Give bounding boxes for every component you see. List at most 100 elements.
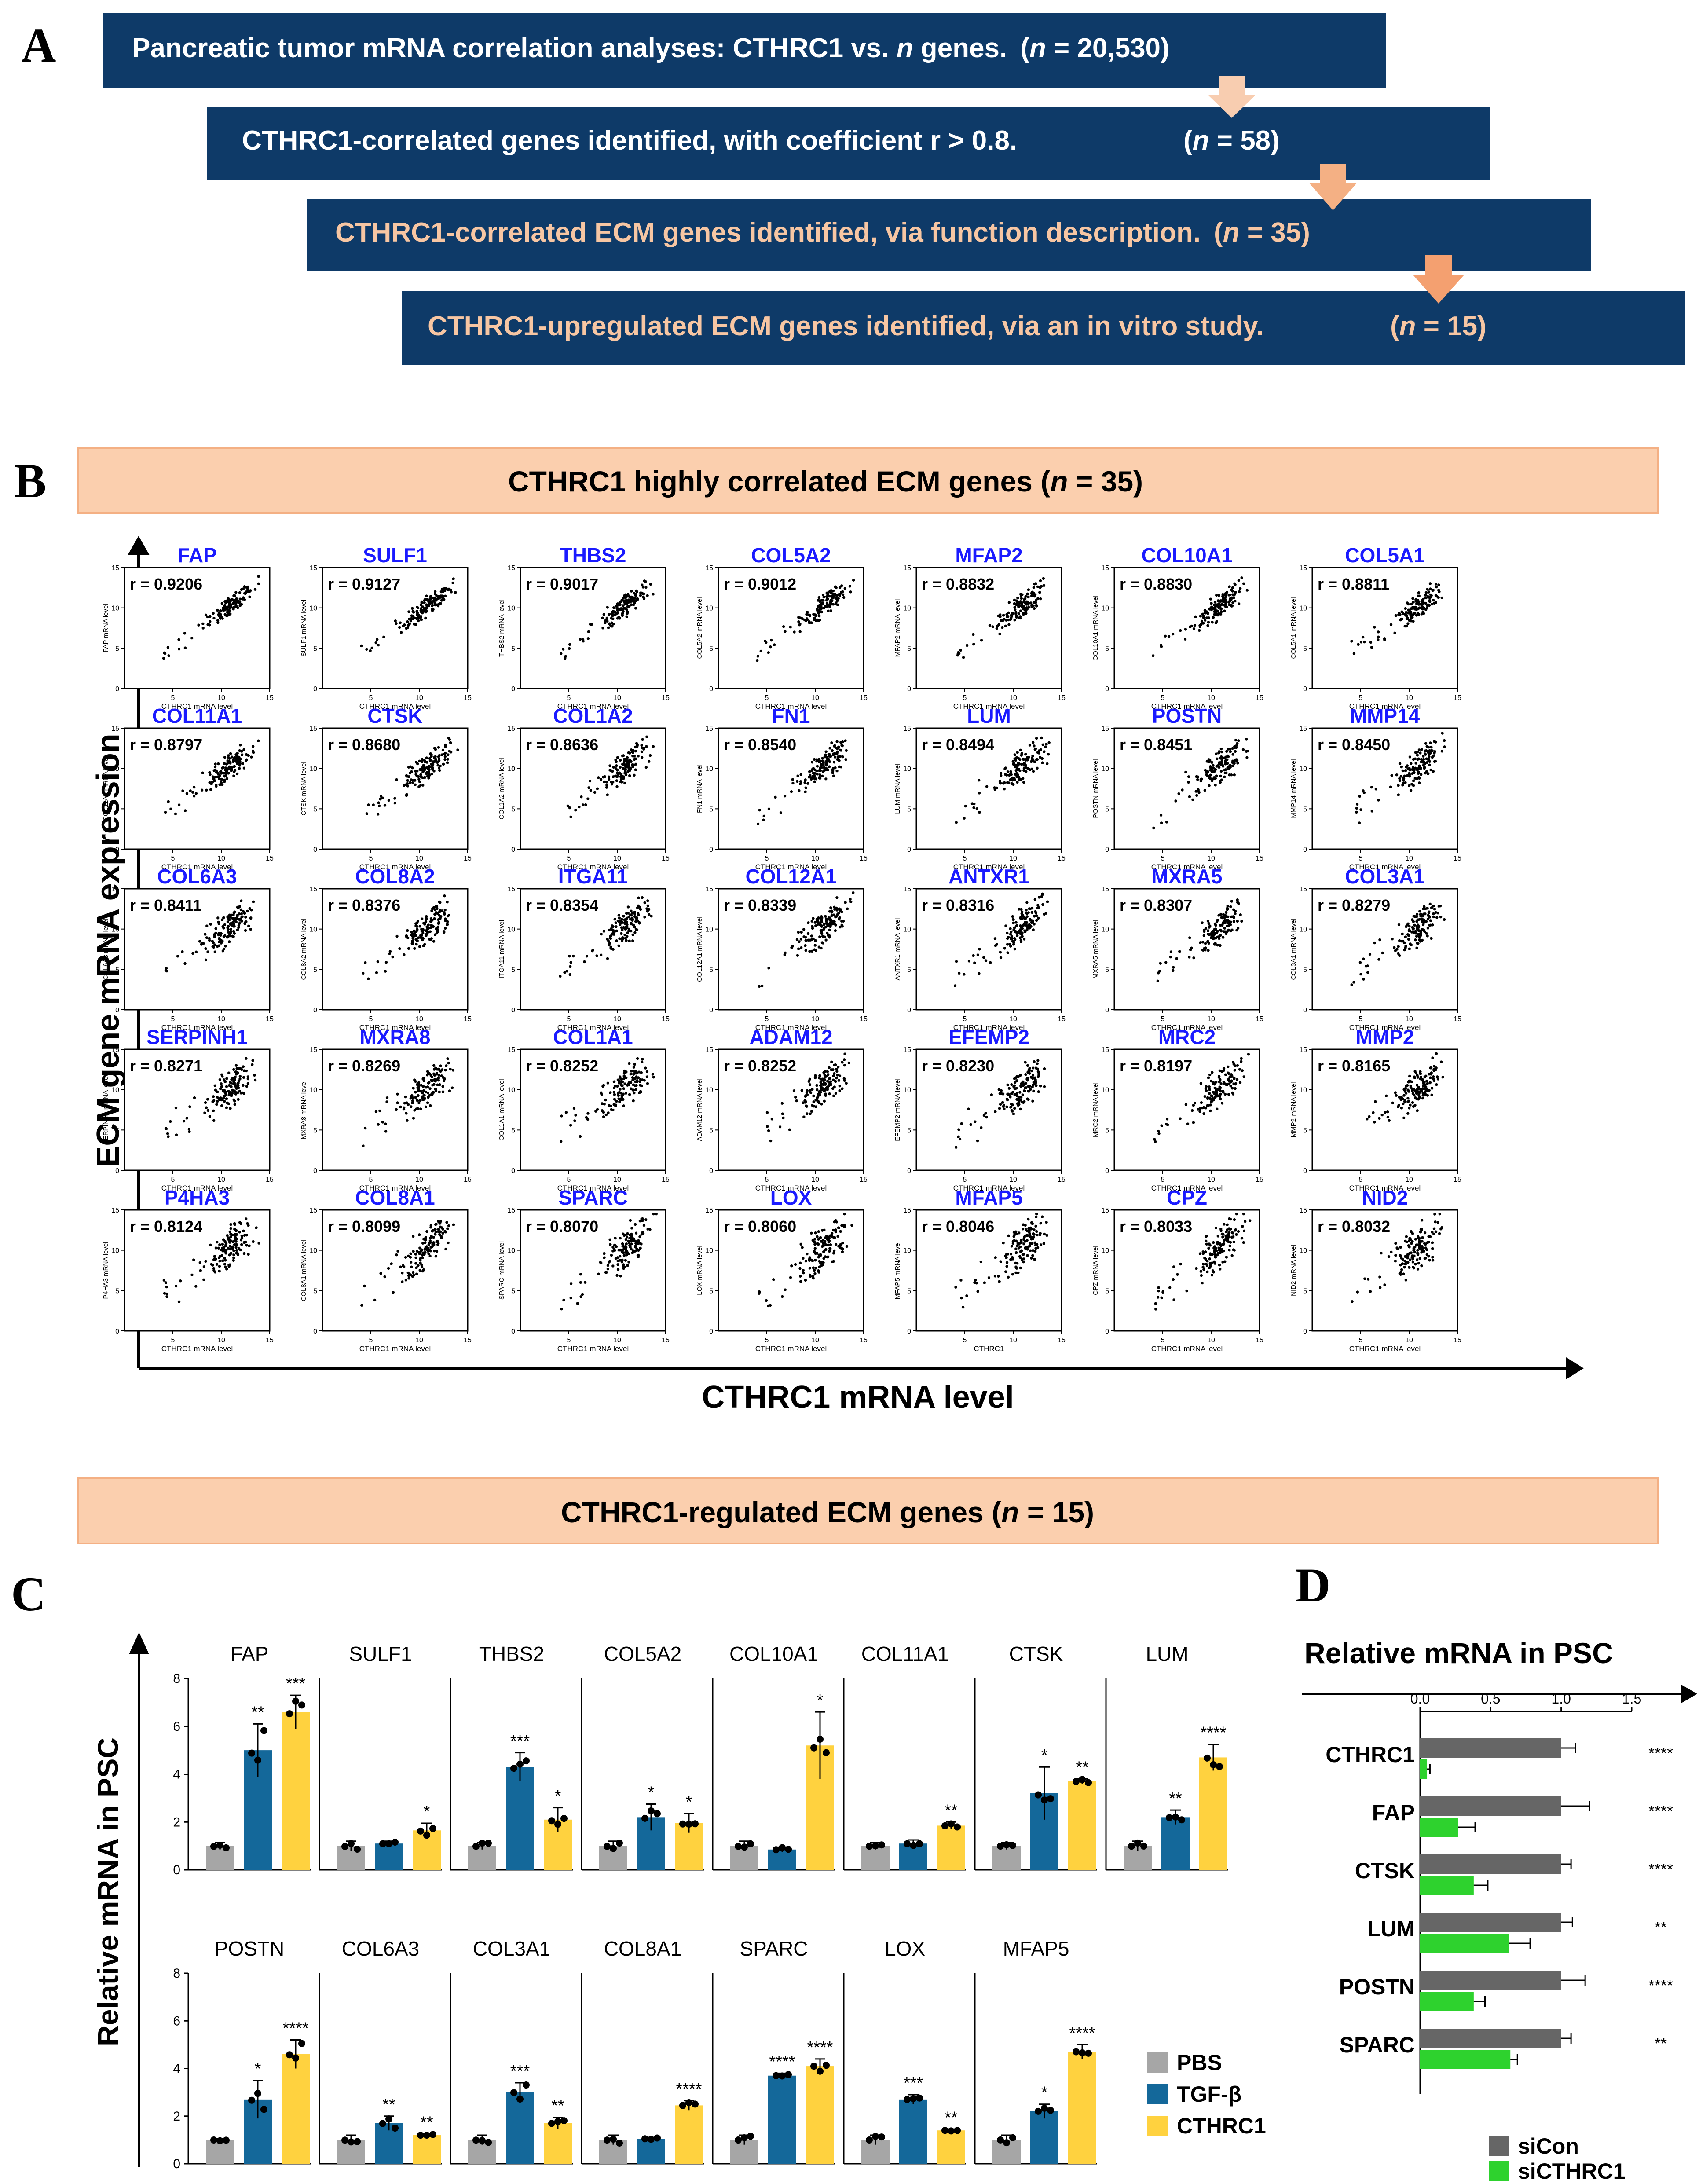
scatter-point [445, 1064, 448, 1067]
scatter-gene-title: SERPINH1 [146, 1026, 248, 1048]
scatter-point [1011, 1103, 1014, 1107]
scatter-point [649, 583, 652, 586]
scatter-point [828, 747, 831, 750]
scatter-point [631, 765, 634, 768]
scatter-point [396, 1250, 399, 1253]
scatter-point [818, 773, 821, 777]
scatter-point [406, 1119, 409, 1122]
scatter-point [822, 923, 826, 926]
scatter-point [407, 610, 410, 613]
scatter-point [826, 1070, 829, 1073]
scatter-y-tick-label: 10 [903, 926, 911, 934]
scatter-point [624, 1238, 628, 1241]
scatter-point [214, 927, 217, 930]
scatter-point [1034, 1083, 1037, 1086]
scatter-point [820, 929, 824, 932]
scatter-point [825, 595, 828, 598]
scatter-point [820, 1082, 823, 1086]
scatter-point [1391, 1101, 1395, 1105]
scatter-point [434, 1255, 438, 1258]
scatter-r-value: r = 0.8494 [922, 736, 994, 754]
scatter-point [1358, 961, 1362, 964]
scatter-point [1153, 1138, 1156, 1141]
scatter-point [230, 603, 233, 606]
scatter-point [1235, 744, 1238, 747]
scatter-point [835, 740, 839, 743]
scatter-point [1220, 750, 1223, 754]
scatter-x-tick-label: 10 [1405, 694, 1413, 702]
scatter-point [999, 956, 1003, 960]
scatter-point [433, 601, 436, 605]
scatter-point [225, 1085, 228, 1088]
scatter-point [610, 621, 613, 624]
scatter-point [1437, 583, 1440, 586]
scatter-point [1214, 1087, 1217, 1090]
scatter-gene-title: FN1 [772, 704, 810, 727]
scatter-point [1413, 1093, 1416, 1097]
scatter-point [429, 1250, 432, 1253]
scatter-point [1229, 1081, 1232, 1084]
scatter-point [569, 1124, 572, 1127]
scatter-point [831, 596, 835, 600]
scatter-x-tick-label: 5 [171, 1337, 175, 1344]
scatter-point [1037, 1090, 1040, 1093]
scatter-point [607, 626, 610, 630]
scatter-point [820, 610, 824, 614]
scatter-point [433, 917, 436, 920]
scatter-point [1417, 1087, 1421, 1091]
scatter-y-tick-label: 10 [111, 1247, 119, 1255]
scatter-point [412, 1087, 415, 1090]
scatter-point [1406, 933, 1410, 936]
scatter-y-tick-label: 5 [511, 1287, 515, 1295]
scatter-point [619, 1236, 622, 1240]
scatter-x-label: CTHRC1 mRNA level [359, 1023, 431, 1032]
scatter-point [778, 1125, 782, 1129]
scatter-point [994, 1110, 997, 1113]
scatter-point [634, 749, 637, 753]
scatter-point [429, 1074, 432, 1077]
scatter-point [1428, 902, 1432, 906]
scatter-point [830, 909, 833, 912]
scatter-point [822, 1082, 825, 1085]
scatter-point [393, 802, 396, 805]
scatter-x-tick-label: 5 [765, 694, 769, 702]
scatter-point [224, 1252, 227, 1255]
scatter-point [1013, 598, 1016, 602]
scatter-point [619, 1092, 622, 1095]
scatter-point [1395, 773, 1399, 777]
scatter-point [426, 1074, 429, 1077]
scatter-y-tick-label: 10 [309, 1087, 317, 1094]
scatter-point [177, 803, 181, 806]
scatter-point [1036, 916, 1040, 920]
scatter-y-tick-label: 5 [511, 645, 515, 652]
scatter-point [568, 965, 572, 968]
scatter-point [993, 937, 997, 940]
scatter-point [998, 632, 1001, 636]
scatter-point [1012, 918, 1015, 921]
scatter-point [402, 1107, 406, 1111]
scatter-point [1030, 592, 1033, 595]
scatter-point [1234, 746, 1238, 749]
scatter-point [810, 621, 813, 624]
scatter-point [1160, 821, 1163, 824]
scatter-point [755, 659, 759, 662]
scatter-point [441, 1090, 445, 1093]
scatter-point [1224, 755, 1227, 759]
scatter-point [820, 932, 824, 935]
scatter-point [403, 623, 406, 627]
scatter-point [1433, 907, 1436, 911]
scatter-point [1172, 969, 1175, 972]
scatter-y-tick-label: 0 [709, 685, 713, 693]
scatter-x-tick-label: 10 [217, 1337, 225, 1344]
scatter-point [1014, 773, 1017, 776]
scatter-x-tick-label: 15 [1058, 1015, 1066, 1023]
scatter-point [626, 610, 629, 613]
scatter-point [1020, 927, 1023, 930]
scatter-point [1237, 739, 1240, 742]
scatter-point [395, 934, 399, 938]
scatter-point [842, 1058, 846, 1061]
